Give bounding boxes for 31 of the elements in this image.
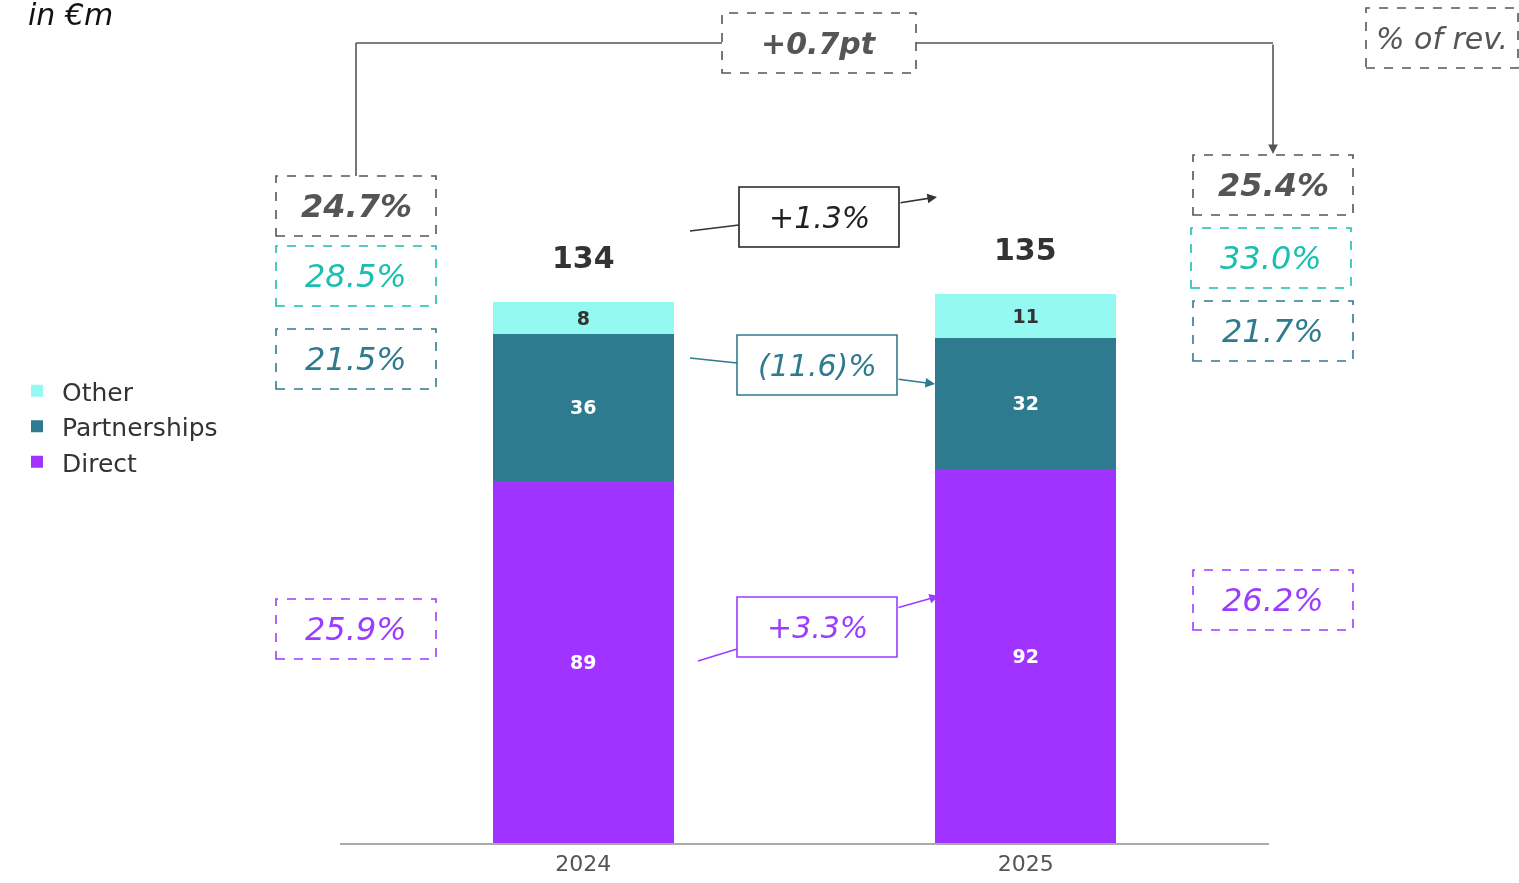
- bar: [935, 293, 1117, 339]
- text: +0.7pt: [761, 26, 877, 61]
- x-tick-label: 2025: [997, 851, 1054, 877]
- text: 25.4%: [1218, 166, 1330, 204]
- x-tick-label: 2024: [555, 851, 612, 877]
- annotation: 21.7%: [1222, 312, 1324, 350]
- data-label: 36: [570, 396, 597, 419]
- annotation: (11.6)%: [758, 348, 877, 383]
- data-label: 92: [1012, 644, 1039, 667]
- total-label: 134: [552, 240, 615, 275]
- text: +1.3%: [769, 200, 871, 235]
- annotation: 26.2%: [1222, 581, 1324, 619]
- legend-label: Direct: [62, 448, 138, 478]
- data-label: 89: [570, 650, 597, 673]
- text: % of rev.: [1376, 21, 1509, 56]
- annotation: 21.5%: [305, 340, 407, 378]
- annotation: 25.9%: [305, 610, 407, 648]
- data-label: 32: [1012, 392, 1039, 415]
- text: 33.0%: [1220, 239, 1322, 277]
- annotation: 28.5%: [305, 257, 407, 295]
- data-label: 8: [576, 306, 590, 329]
- bar: [492, 334, 674, 481]
- text: 24.7%: [301, 187, 413, 225]
- legend-label: Partnerships: [62, 413, 218, 442]
- bar: [492, 480, 674, 843]
- total-label: 135: [994, 232, 1057, 267]
- data-label: 11: [1012, 304, 1039, 327]
- bar: [492, 301, 674, 335]
- text: in €m: [28, 0, 114, 32]
- legend-label: Other: [62, 377, 134, 407]
- annotation: +3.3%: [767, 610, 869, 645]
